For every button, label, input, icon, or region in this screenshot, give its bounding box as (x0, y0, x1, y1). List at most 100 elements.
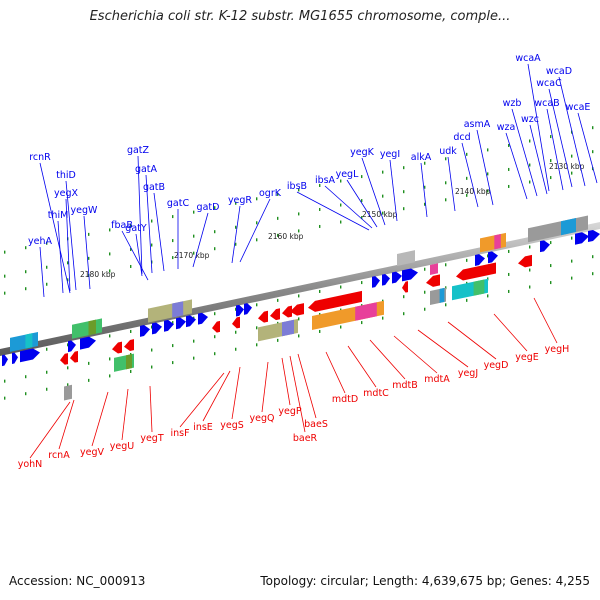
forward-gene-label: asmA (464, 119, 491, 130)
forward-leader-line (361, 157, 386, 226)
tick-mark (4, 291, 6, 295)
forward-leader-line (505, 132, 528, 200)
tick-mark (319, 224, 321, 228)
forward-gene-arrow (80, 336, 96, 350)
map-title: Escherichia coli str. K-12 substr. MG165… (89, 9, 511, 24)
tick-mark (25, 287, 27, 291)
tick-mark (571, 236, 573, 240)
tick-mark (382, 194, 384, 198)
forward-gene-label: yegW (71, 205, 98, 216)
tick-mark (88, 232, 90, 236)
tick-mark (4, 250, 6, 254)
tick-mark (172, 321, 174, 325)
forward-gene-label: wcaA (515, 53, 541, 64)
forward-leader-line (39, 162, 71, 294)
tick-mark (235, 225, 237, 229)
tick-mark (403, 312, 405, 316)
forward-gene-arrow (392, 271, 402, 284)
tick-mark (592, 126, 594, 130)
kbp-label: 2160 kbp (268, 232, 304, 241)
tick-mark (214, 335, 216, 339)
reverse-leader-line (447, 321, 497, 360)
tick-mark (508, 249, 510, 253)
forward-gene-label: ibsA (315, 175, 336, 186)
forward-leader-line (239, 198, 271, 263)
reverse-gene-label: yegJ (458, 368, 478, 379)
tick-mark (151, 325, 153, 329)
tick-mark (193, 339, 195, 343)
reverse-gene-label: mdtC (363, 388, 389, 399)
forward-leader-line (231, 205, 241, 264)
tick-mark (550, 135, 552, 139)
reverse-gene-label: insF (170, 428, 189, 439)
reverse-gene-label: yegT (140, 433, 163, 444)
tick-mark (508, 184, 510, 188)
tick-mark (235, 330, 237, 334)
tick-mark (445, 303, 447, 307)
tick-mark (130, 223, 132, 227)
forward-gene-label: yegK (350, 147, 374, 158)
reverse-leader-line (179, 372, 225, 428)
tick-mark (508, 289, 510, 293)
forward-leader-line (57, 220, 64, 294)
reverse-gene-block (439, 287, 445, 303)
reverse-gene-label: yegS (220, 420, 244, 431)
tick-mark (235, 201, 237, 205)
forward-leader-line (346, 179, 378, 228)
gene-features (2, 215, 600, 401)
tick-mark (466, 258, 468, 262)
reverse-leader-line (393, 335, 438, 374)
tick-mark (487, 189, 489, 193)
forward-leader-line (65, 198, 71, 292)
reverse-leader-line (325, 351, 346, 394)
tick-mark (46, 347, 48, 351)
tick-mark (445, 157, 447, 161)
forward-gene-arrow (2, 354, 8, 367)
forward-leader-line (529, 124, 548, 195)
forward-gene-arrow (140, 325, 150, 337)
tick-mark (25, 246, 27, 250)
forward-leader-line (577, 112, 598, 184)
tick-mark (340, 179, 342, 183)
forward-gene-label: udk (439, 146, 457, 157)
reverse-leader-line (297, 353, 317, 419)
tick-mark (340, 220, 342, 224)
forward-leader-line (420, 162, 428, 218)
reverse-gene-arrow (258, 310, 268, 323)
reverse-leader-line (261, 361, 269, 413)
tick-mark (277, 233, 279, 237)
tick-mark (172, 215, 174, 219)
tick-mark (277, 338, 279, 342)
reverse-gene-arrow (232, 316, 240, 329)
tick-mark (109, 269, 111, 273)
reverse-leader-line (493, 313, 528, 352)
tick-mark (277, 216, 279, 220)
reverse-gene-block (64, 384, 72, 401)
forward-gene-arrow (164, 319, 174, 332)
forward-gene-arrow (12, 352, 18, 364)
forward-gene-arrow (20, 348, 40, 363)
tick-mark (109, 252, 111, 256)
tick-mark (466, 152, 468, 156)
tick-mark (25, 392, 27, 396)
tick-mark (445, 263, 447, 267)
forward-gene-arrow (152, 322, 162, 335)
forward-gene-label: yegL (336, 169, 359, 180)
tick-mark (382, 316, 384, 320)
tick-mark (529, 268, 531, 272)
reverse-gene-arrow (518, 254, 532, 268)
forward-leader-line (137, 155, 143, 275)
tick-mark (550, 264, 552, 268)
forward-gene-arrow (186, 315, 196, 328)
reverse-gene-arrow (402, 281, 408, 293)
reverse-gene-label: yegE (515, 352, 539, 363)
tick-mark (508, 143, 510, 147)
reverse-gene-label: insE (193, 422, 213, 433)
forward-gene-arrow (244, 303, 252, 315)
tick-mark (256, 343, 258, 347)
tick-mark (193, 356, 195, 360)
forward-gene-label: wcaC (536, 78, 562, 89)
tick-mark (424, 161, 426, 165)
reverse-gene-arrow (212, 320, 220, 333)
